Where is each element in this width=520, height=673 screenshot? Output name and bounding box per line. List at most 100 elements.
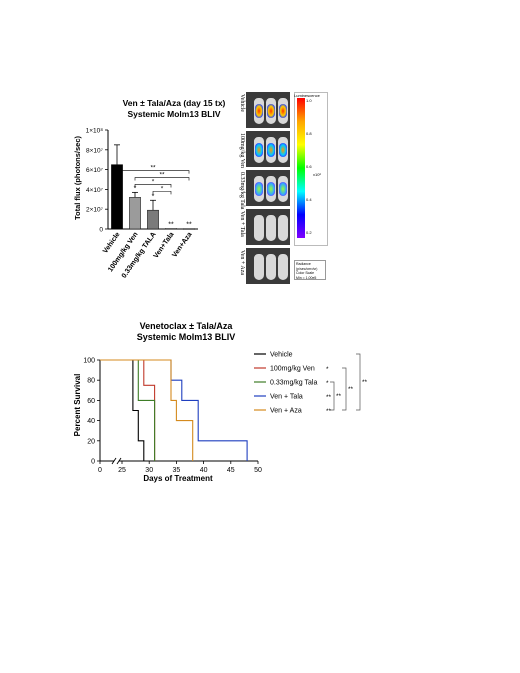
survival-x-tick-label: 40 xyxy=(200,467,208,474)
significance-label: ** xyxy=(150,165,156,172)
bioluminescence-bar-chart: Ven ± Tala/Aza (day 15 tx) Systemic Molm… xyxy=(73,98,226,280)
colorbar-title: Luminescence xyxy=(294,93,320,98)
bli-row-label: 100mg/kg Ven xyxy=(239,133,245,169)
significance-label: * xyxy=(161,185,164,192)
bar xyxy=(129,197,141,230)
y-tick-label: 4×10⁷ xyxy=(86,187,104,194)
significance-bracket xyxy=(134,184,172,188)
chart-subtitle: Systemic Molm13 BLIV xyxy=(127,109,220,119)
mouse-image xyxy=(266,176,276,202)
luminescence-signal xyxy=(279,182,287,196)
luminescence-signal xyxy=(255,143,263,157)
legend-significance: * xyxy=(326,380,329,387)
mouse-image xyxy=(278,215,288,241)
survival-curve xyxy=(100,359,156,461)
survival-curve xyxy=(100,359,194,461)
legend-label: Ven + Tala xyxy=(270,394,303,401)
survival-x-tick-label: 45 xyxy=(227,467,235,474)
survival-y-tick-label: 60 xyxy=(87,398,95,405)
survival-y-tick-label: 100 xyxy=(83,358,95,365)
bli-row-label: 0.33mg/kg Tala xyxy=(239,172,245,210)
chart-title: Ven ± Tala/Aza (day 15 tx) xyxy=(123,98,226,108)
axis-break xyxy=(116,457,122,465)
luminescence-signal xyxy=(267,104,275,118)
survival-x-tick-label: 35 xyxy=(173,467,181,474)
legend-line-2: (p/sec/cm²/sr) xyxy=(296,266,318,271)
legend-line-4: Min = 1.00e5 xyxy=(296,275,317,280)
bracket-label: ** xyxy=(336,393,342,400)
survival-y-tick-label: 0 xyxy=(91,459,95,466)
mouse-image xyxy=(254,254,264,280)
y-tick-label: 0 xyxy=(99,227,103,234)
bar xyxy=(147,209,159,230)
survival-x-label: Days of Treatment xyxy=(143,474,213,483)
legend-line-1: Radiance xyxy=(296,262,311,266)
significance-bracket xyxy=(116,170,190,174)
survival-curve xyxy=(100,359,248,461)
mouse-image xyxy=(254,98,264,124)
survival-title: Venetoclax ± Tala/Aza xyxy=(140,321,234,331)
bli-image-vehicle xyxy=(246,92,290,128)
bli-row-label: Ven + Tala xyxy=(239,211,245,237)
survival-y-tick-label: 40 xyxy=(87,418,95,425)
y-tick-label: 8×10⁷ xyxy=(86,147,104,154)
y-tick-label: 6×10⁷ xyxy=(86,167,104,174)
mouse-image xyxy=(254,215,264,241)
luminescence-colorbar xyxy=(297,98,305,238)
mouse-image xyxy=(278,176,288,202)
legend-label: Vehicle xyxy=(270,352,293,359)
survival-y-tick-label: 80 xyxy=(87,378,95,385)
mouse-image xyxy=(266,254,276,280)
colorbar-tick-label: 0.6 xyxy=(306,164,312,169)
colorbar-tick-label: 0.4 xyxy=(306,197,312,202)
survival-x-tick-label: 50 xyxy=(254,467,262,474)
bli-image-tala xyxy=(246,170,290,206)
significance-bracket xyxy=(134,177,190,181)
mouse-image xyxy=(266,98,276,124)
survival-subtitle: Systemic Molm13 BLIV xyxy=(137,332,236,342)
survival-curve xyxy=(100,359,145,461)
bli-row-label: Vehicle xyxy=(239,94,245,112)
significance-mark: * xyxy=(152,193,155,200)
survival-curve-chart: Venetoclax ± Tala/Aza Systemic Molm13 BL… xyxy=(73,321,368,483)
colorbar-legend: Radiance (p/sec/cm²/sr) Color Scale Min … xyxy=(294,260,326,280)
significance-bracket xyxy=(330,381,335,411)
survival-curve xyxy=(100,359,156,461)
mouse-image xyxy=(266,215,276,241)
colorbar-tick-label: 0.2 xyxy=(306,230,312,235)
significance-bracket xyxy=(342,367,347,411)
bracket-label: ** xyxy=(348,386,354,393)
y-axis-label: Total flux (photons/sec) xyxy=(73,135,82,220)
luminescence-signal xyxy=(279,143,287,157)
luminescence-signal xyxy=(279,104,287,118)
mouse-image xyxy=(278,98,288,124)
bli-row-label: Ven + Aza xyxy=(239,250,245,276)
significance-bracket xyxy=(152,191,172,195)
survival-y-label: Percent Survival xyxy=(73,374,82,437)
axis-break xyxy=(111,457,117,465)
luminescence-signal xyxy=(267,143,275,157)
colorbar-tick-label: 1.0 xyxy=(306,98,312,103)
bar xyxy=(183,228,195,230)
significance-mark: ** xyxy=(186,222,192,229)
survival-x-tick-label: 0 xyxy=(98,467,102,474)
bracket-label: ** xyxy=(362,379,368,386)
mouse-image xyxy=(278,254,288,280)
bar xyxy=(165,228,177,230)
mouse-image xyxy=(266,137,276,163)
luminescence-signal xyxy=(255,182,263,196)
significance-label: * xyxy=(152,178,155,185)
survival-y-tick-label: 20 xyxy=(87,438,95,445)
luminescence-signal xyxy=(267,182,275,196)
colorbar-tick-label: 0.8 xyxy=(306,131,312,136)
significance-mark: ** xyxy=(168,221,174,228)
survival-x-tick-label: 30 xyxy=(145,467,153,474)
bli-image-ven xyxy=(246,131,290,167)
bli-image-ven-tala xyxy=(246,209,290,245)
significance-bracket xyxy=(356,353,361,411)
legend-label: 0.33mg/kg Tala xyxy=(270,380,317,387)
legend-significance: ** xyxy=(326,408,332,415)
y-tick-label: 1×10⁸ xyxy=(86,128,104,135)
mouse-image xyxy=(254,176,264,202)
colorbar-unit: x10⁶ xyxy=(313,172,322,177)
